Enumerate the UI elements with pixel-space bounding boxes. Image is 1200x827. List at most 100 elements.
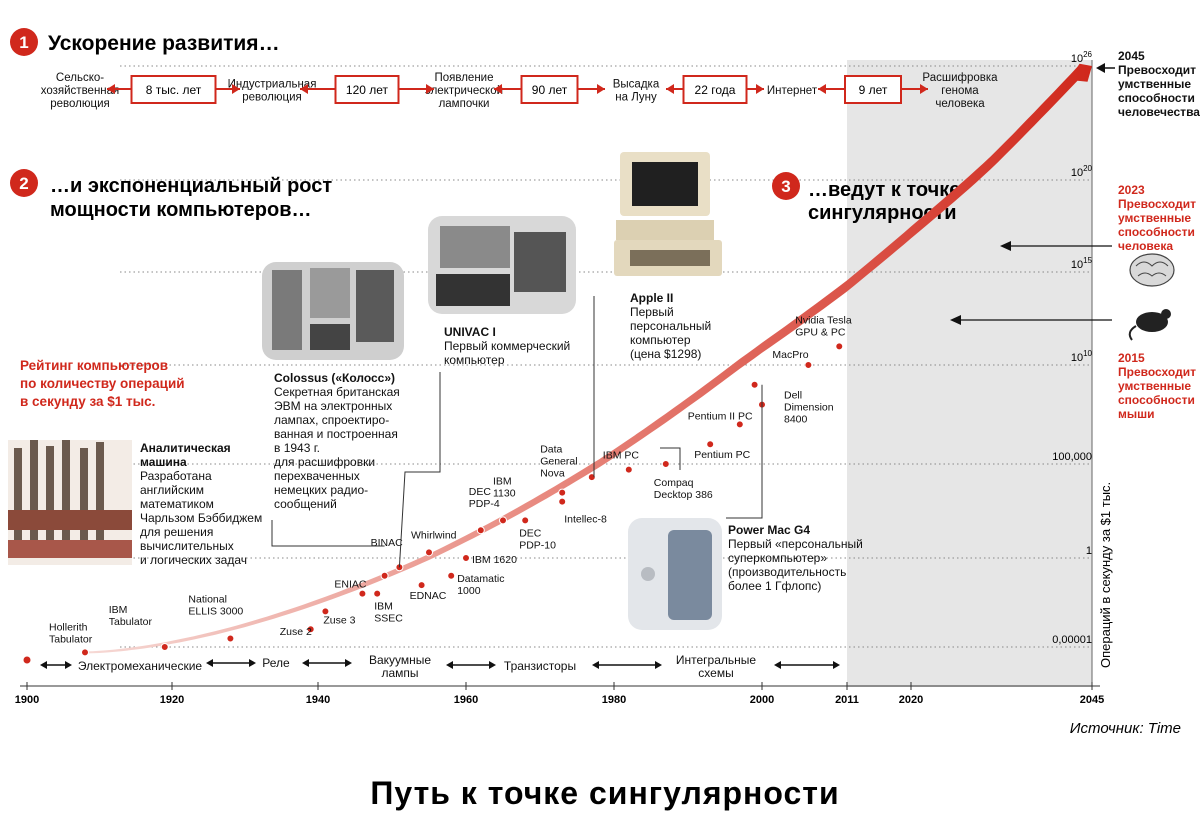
callout-body: математиком [140, 497, 214, 511]
data-point [373, 589, 382, 598]
threshold-text: способности [1118, 225, 1195, 239]
callout-body: перехваченных [274, 469, 360, 483]
x-tick-label: 1900 [15, 694, 39, 706]
arrow-icon [774, 661, 781, 669]
arrow-icon [65, 661, 72, 669]
data-point [735, 420, 744, 429]
threshold-text: Превосходит [1118, 63, 1196, 77]
x-tick-label: 2020 [899, 694, 923, 706]
callout-body: персональный [630, 319, 711, 333]
point-label: Tabulator [49, 633, 93, 645]
section-3: 3 …ведут к точке сингулярности [772, 172, 960, 224]
arrow-icon [1000, 241, 1011, 251]
threshold-text: человечества [1118, 105, 1200, 119]
threshold-text: человека [1118, 239, 1173, 253]
rating-line: Рейтинг компьютеров [20, 358, 168, 373]
threshold-year: 2015 [1118, 351, 1145, 365]
interval-box [844, 75, 902, 104]
era-label: Интегральные [676, 653, 757, 667]
timeline-start-dot [23, 656, 31, 664]
arrow-icon [489, 661, 496, 669]
callout-body: вычислительных [140, 539, 234, 553]
threshold-text: Превосходит [1118, 365, 1196, 379]
arrow-icon [232, 84, 240, 94]
threshold-text: способности [1118, 91, 1195, 105]
callout-body: более 1 Гфлопс) [728, 579, 821, 593]
threshold-year: 2045 [1118, 49, 1145, 63]
threshold-text: умственные [1118, 77, 1191, 91]
leader-line [398, 372, 441, 568]
brain-icon [1129, 253, 1175, 287]
data-point [160, 643, 169, 651]
section-1-title: Ускорение развития… [48, 32, 280, 55]
point-label: IBM PC [603, 450, 640, 462]
arrow-icon [107, 84, 115, 94]
section-3-title-line2: сингулярности [808, 202, 957, 224]
data-point [462, 554, 470, 562]
callout-body: в 1943 г. [274, 441, 320, 455]
threshold-text: мыши [1118, 407, 1155, 421]
callout-body: компьютер [630, 333, 691, 347]
interval-box [130, 75, 217, 104]
data-point [306, 625, 315, 634]
point-label: General [540, 456, 577, 468]
section-3-badge [772, 172, 800, 200]
data-point [750, 380, 759, 389]
section-2-badge [10, 169, 38, 197]
data-point [425, 548, 433, 557]
arrow-icon [249, 659, 256, 667]
section-2-title-line1: …и экспоненциальный рост [50, 175, 332, 197]
point-label: Zuse 3 [323, 614, 355, 626]
point-label: Dell [784, 390, 802, 402]
milestone-label: электрической [425, 85, 503, 97]
arrow-icon [666, 84, 674, 94]
callout-title: Colossus («Колосс») [274, 371, 395, 385]
section-1-badge [10, 28, 38, 56]
data-point [661, 460, 670, 468]
data-point [476, 526, 485, 535]
data-point [558, 488, 567, 497]
era-label: Транзисторы [504, 659, 576, 673]
point-label: IBM [109, 604, 128, 616]
rating-line: в секунду за $1 тыс. [20, 394, 155, 409]
callout-body: английским [140, 483, 204, 497]
point-label: BINAC [371, 537, 404, 549]
point-label: Decktop 386 [654, 489, 713, 501]
arrow-icon [833, 661, 840, 669]
point-label: Pentium PC [694, 449, 750, 461]
point-label: 1000 [457, 585, 481, 597]
callout-body: Чарльзом Бэббиджем [140, 511, 262, 525]
mouse-icon [1128, 309, 1171, 341]
interval-label: 22 года [695, 83, 736, 97]
x-tick-label: 1920 [160, 694, 184, 706]
point-label: Zuse 2 [280, 626, 312, 638]
milestone-label: революция [242, 92, 302, 104]
leader-line [271, 520, 385, 547]
apple-ii-illustration [614, 152, 722, 276]
x-tick-label: 1960 [454, 694, 478, 706]
point-label: EDNAC [410, 590, 447, 602]
point-label: Nvidia Tesla [795, 314, 852, 326]
threshold-text: умственные [1118, 211, 1191, 225]
callout-texts: АналитическаямашинаРазработанаанглийским… [140, 291, 863, 593]
arrow-icon [426, 84, 434, 94]
x-tick-label: 1940 [306, 694, 330, 706]
era-label: схемы [698, 666, 733, 680]
point-label: PDP-4 [469, 498, 500, 510]
point-label: Datamatic [457, 573, 504, 585]
arrow-icon [655, 661, 662, 669]
data-point [499, 516, 507, 525]
arrow-icon [818, 84, 826, 94]
y-tick-label: 100,000 [1052, 451, 1092, 463]
callout-body: (производительность [728, 565, 846, 579]
arrow-icon [300, 84, 308, 94]
interval-label: 120 лет [346, 83, 389, 97]
callout-title: Аналитическая [140, 441, 231, 455]
milestone-label: хозяйственная [41, 85, 120, 97]
era-label: лампы [381, 666, 418, 680]
analytical-engine-illustration [8, 440, 132, 565]
callout-body: ванная и построенная [274, 427, 398, 441]
rating-caption: Рейтинг компьютеров по количеству операци… [20, 358, 185, 409]
